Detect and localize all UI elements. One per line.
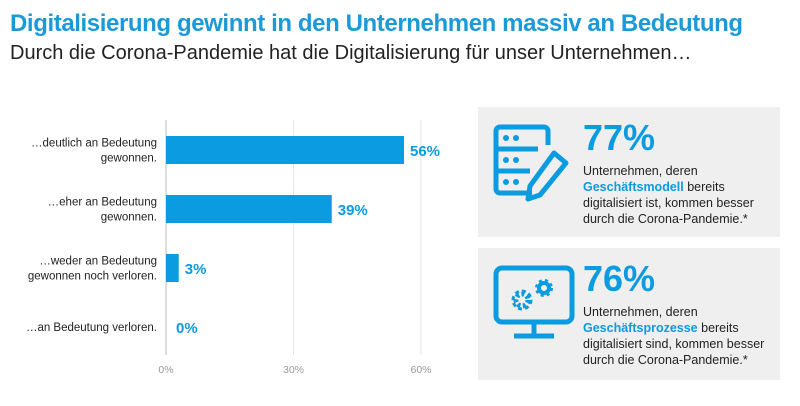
data-label: 3% xyxy=(185,261,207,278)
x-tick-label: 60% xyxy=(410,364,431,376)
bar xyxy=(166,136,404,164)
bar xyxy=(166,195,332,223)
x-tick-label: 0% xyxy=(158,364,173,376)
stat-highlight: Geschäftsmodell xyxy=(583,180,684,194)
data-label: 0% xyxy=(176,320,198,337)
page-title: Digitalisierung gewinnt in den Unternehm… xyxy=(10,10,743,37)
data-label: 56% xyxy=(410,143,440,160)
category-label: gewonnen. xyxy=(101,153,157,165)
category-label: …an Bedeutung verloren. xyxy=(26,322,157,334)
database-edit-icon xyxy=(493,124,569,202)
stat-description: Unternehmen, deren Geschäftsprozesse ber… xyxy=(583,305,765,367)
monitor-gears-icon xyxy=(493,265,575,339)
category-label: …weder an Bedeutung xyxy=(39,256,157,268)
stat-value: 76% xyxy=(583,258,656,299)
data-label: 39% xyxy=(338,202,368,219)
stat-highlight: Geschäftsprozesse xyxy=(583,321,698,335)
category-label: …eher an Bedeutung xyxy=(48,197,157,209)
category-label: …deutlich an Bedeutung xyxy=(31,138,157,150)
stat-card-business-model: 77% Unternehmen, deren Geschäftsmodell b… xyxy=(478,107,780,237)
page-subtitle: Durch die Corona-Pandemie hat die Digita… xyxy=(10,42,692,64)
x-tick-label: 30% xyxy=(283,364,304,376)
category-label: gewonnen. xyxy=(101,212,157,224)
bar-chart: 0% 30% 60% 56% …deutlich an Bedeutung gewonne… xyxy=(26,120,440,376)
category-label: gewonnen noch verloren. xyxy=(28,271,157,283)
stat-card-business-processes: 76% Unternehmen, deren Geschäftsprozesse… xyxy=(478,248,780,380)
stat-description: Unternehmen, deren Geschäftsmodell berei… xyxy=(583,164,754,226)
bar xyxy=(166,254,179,282)
stat-value: 77% xyxy=(583,117,656,158)
